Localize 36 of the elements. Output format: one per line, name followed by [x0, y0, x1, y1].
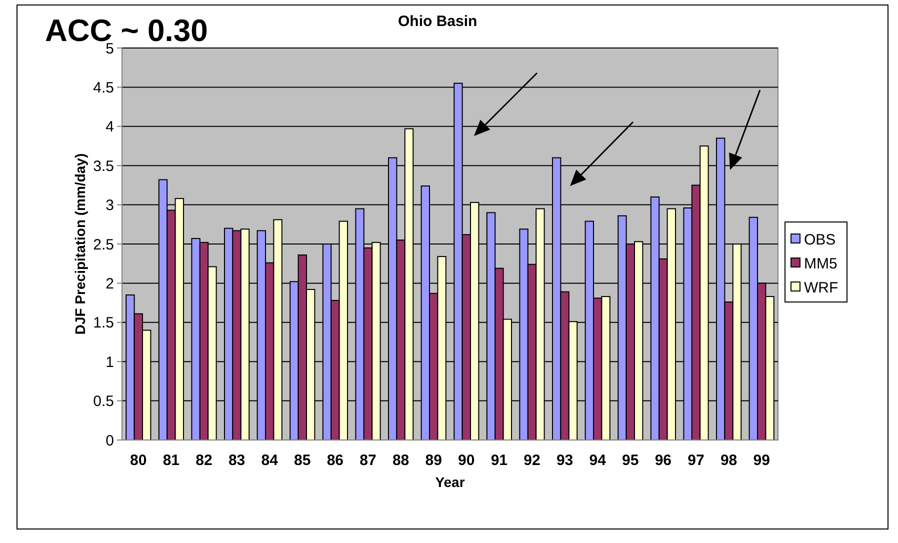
- y-tick-label: 1.5: [93, 314, 114, 332]
- x-tick-label: 90: [458, 452, 475, 469]
- y-tick-label: 0.5: [93, 393, 114, 410]
- legend-label: WRF: [804, 279, 838, 296]
- y-axis-title: DJF Precipitation (mm/day): [72, 153, 88, 335]
- x-tick-label: 98: [720, 452, 738, 469]
- x-tick-label: 82: [196, 452, 212, 469]
- y-tick-label: 3: [106, 197, 114, 214]
- x-axis-title: Year: [435, 474, 466, 490]
- x-tick-label: 84: [261, 452, 279, 469]
- y-tick-label: 4: [106, 118, 114, 136]
- y-tick-label: 3.5: [93, 158, 114, 175]
- x-tick-label: 87: [360, 452, 376, 469]
- y-tick-label: 0: [106, 432, 114, 450]
- x-tick-label: 97: [688, 452, 704, 469]
- x-tick-label: 96: [654, 452, 672, 469]
- y-tick-label: 2.5: [93, 236, 114, 254]
- x-tick-label: 91: [490, 452, 508, 469]
- x-tick-label: 89: [425, 452, 442, 469]
- x-tick-label: 83: [228, 452, 246, 469]
- x-tick-label: 99: [753, 452, 770, 469]
- y-tick-label: 1: [106, 354, 114, 371]
- legend-label: OBS: [804, 231, 836, 248]
- x-tick-label: 92: [524, 452, 540, 469]
- x-tick-label: 85: [294, 452, 311, 469]
- x-tick-label: 94: [589, 452, 607, 469]
- x-tick-label: 88: [392, 452, 410, 469]
- legend-label: MM5: [804, 255, 838, 272]
- y-tick-label: 2: [106, 275, 114, 292]
- x-tick-label: 81: [162, 452, 180, 469]
- x-tick-label: 95: [622, 452, 639, 469]
- text: Ohio Basin: [398, 13, 478, 30]
- x-tick-label: 80: [130, 452, 147, 469]
- y-tick-label: 4.5: [93, 79, 114, 96]
- x-tick-label: 93: [556, 452, 574, 469]
- x-tick-label: 86: [326, 452, 344, 469]
